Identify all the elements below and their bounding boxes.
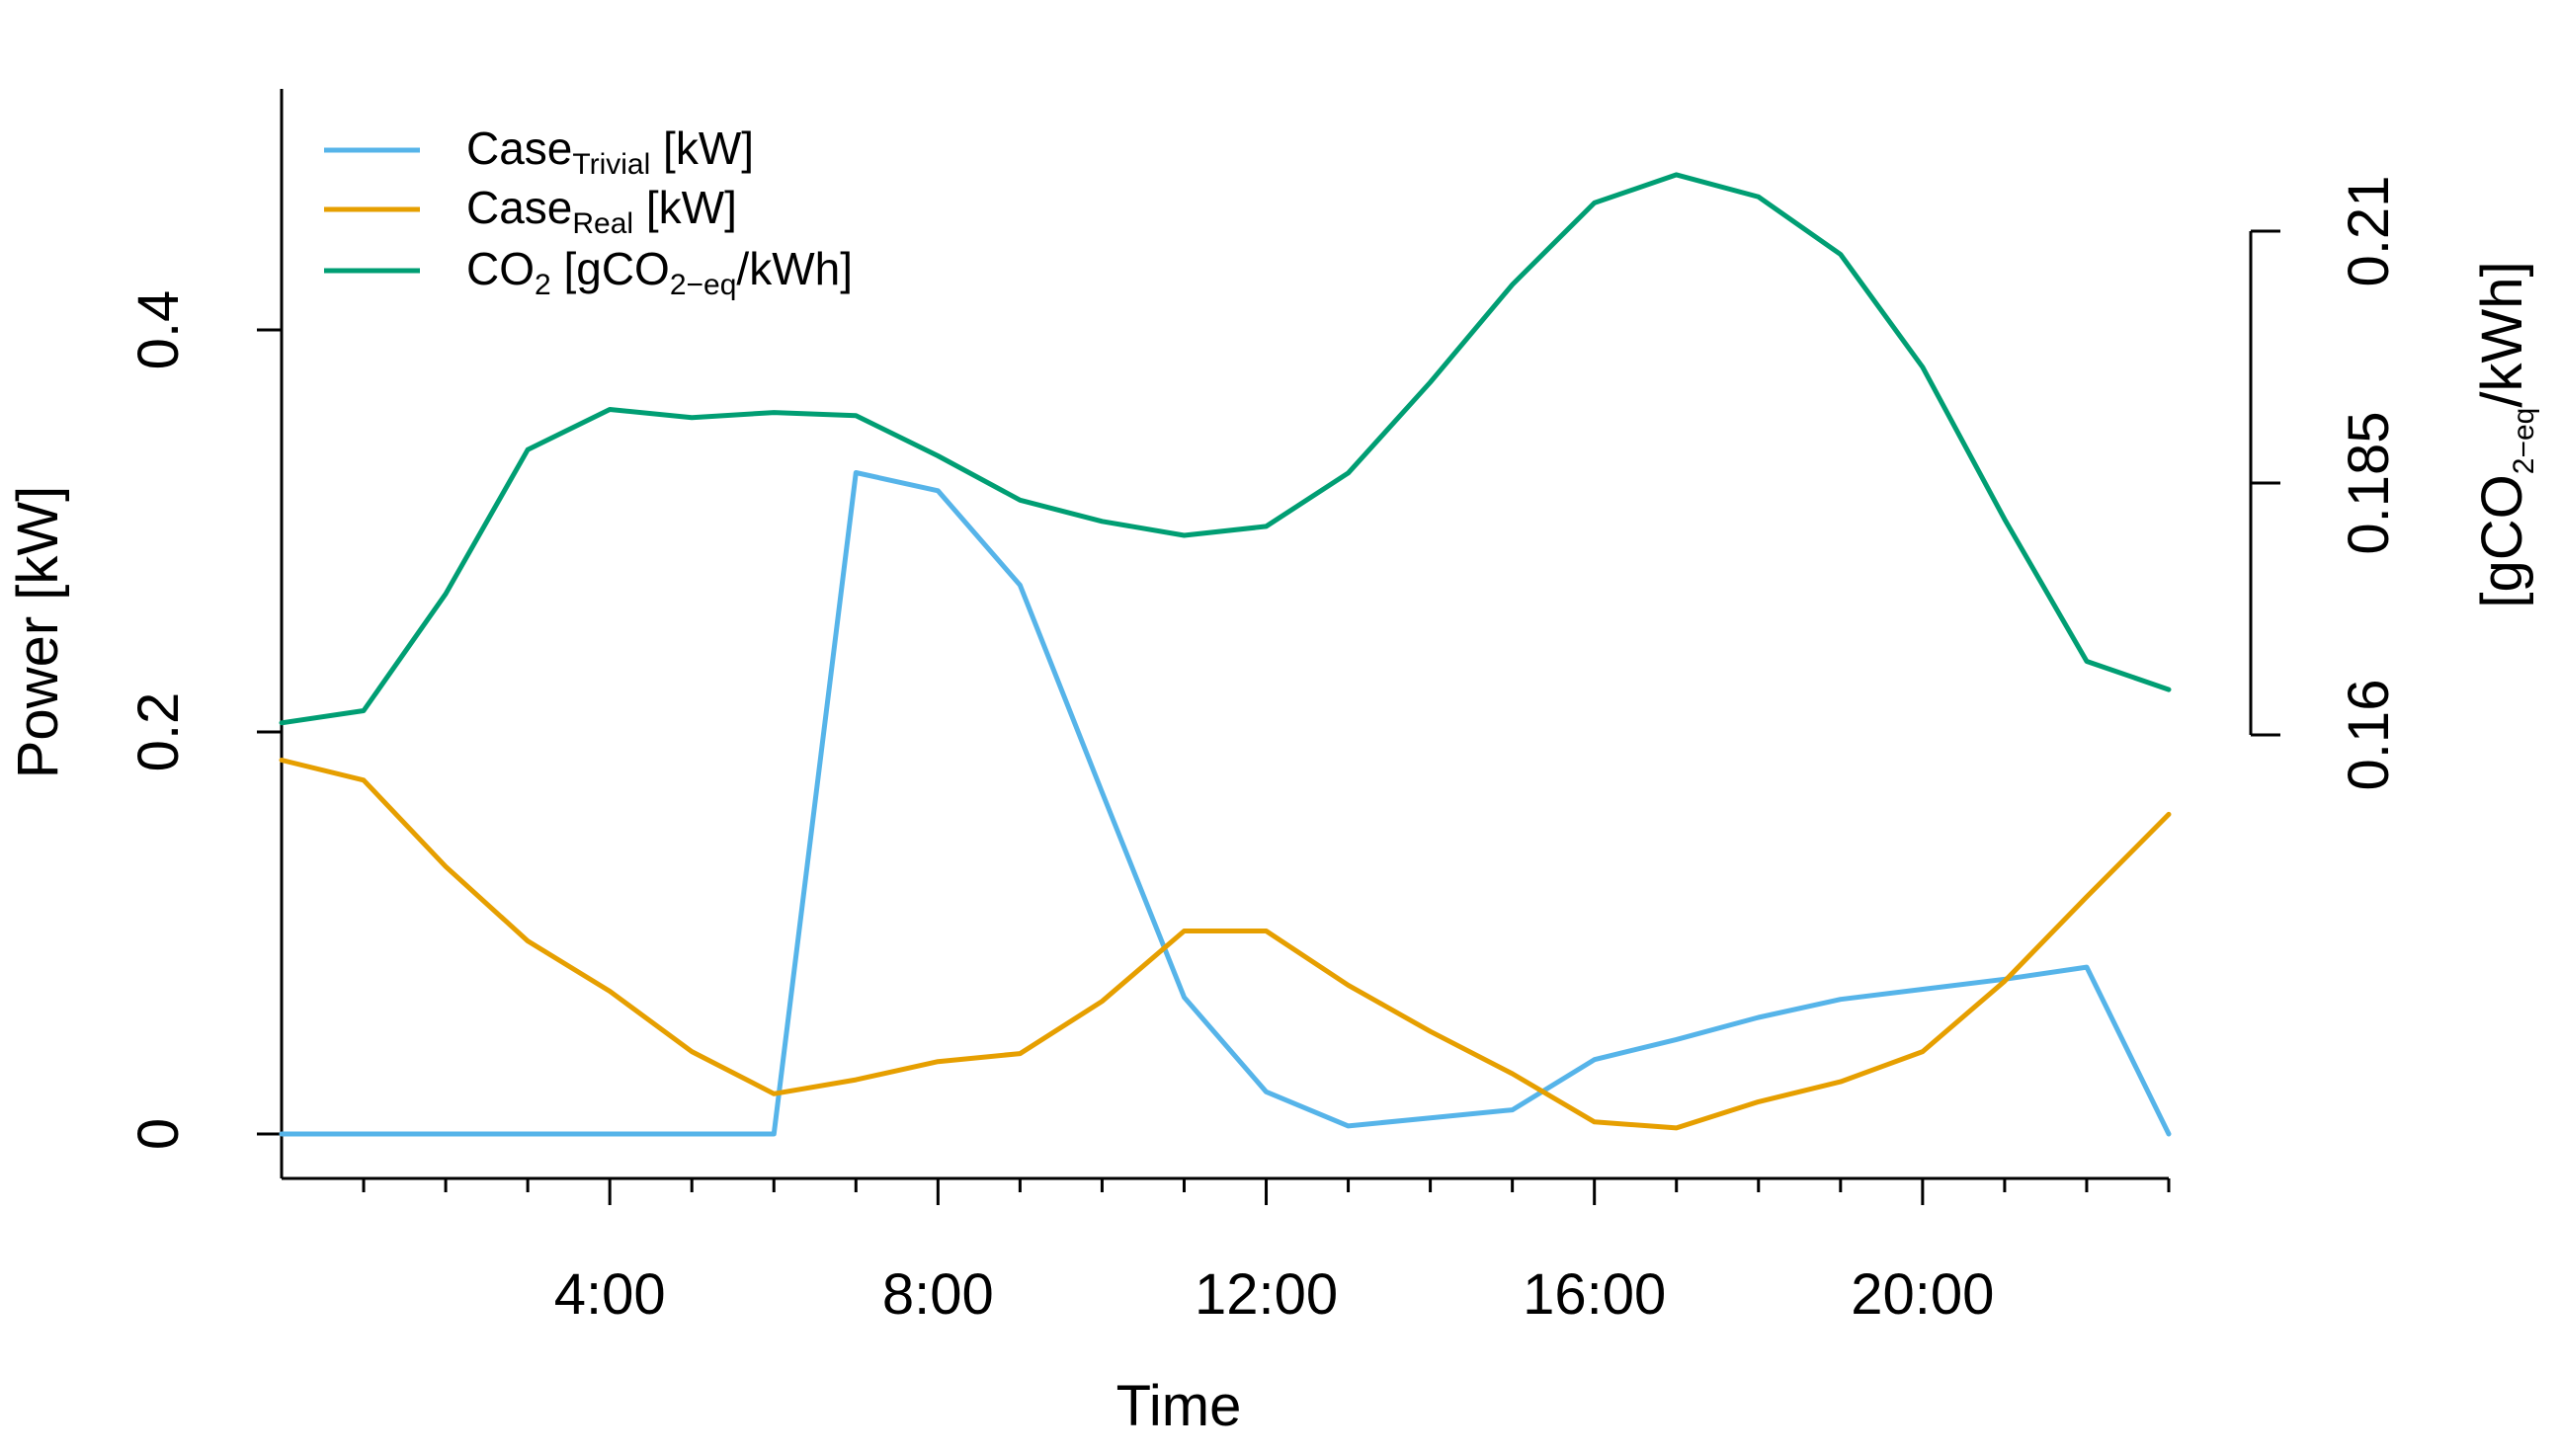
series-line-trivial xyxy=(279,470,2172,1137)
y2-axis-title-sub: 2−eq xyxy=(2508,408,2540,475)
series-layer xyxy=(279,172,2172,1137)
y2-axis-title: [gCO2−eq/kWh] xyxy=(2470,261,2540,607)
x-tick-label: 8:00 xyxy=(882,1262,994,1327)
y-axis-title: Power [kW] xyxy=(6,486,70,779)
legend-label-trivial-main: Case xyxy=(466,122,572,174)
y2-axis-title-main: [gCO xyxy=(2470,474,2534,607)
series-line-co2 xyxy=(279,172,2172,726)
left-axis: 0 0.2 0.4 xyxy=(126,89,284,1178)
legend-label-co2-main: CO xyxy=(466,243,535,294)
legend-label-real: CaseReal [kW] xyxy=(466,182,737,240)
legend-label-co2-tail2: /kWh] xyxy=(736,243,853,294)
x-tick-label: 4:00 xyxy=(554,1262,666,1327)
legend-label-real-tail: [kW] xyxy=(633,182,737,233)
y2-tick-label: 0.16 xyxy=(2337,680,2401,791)
legend-label-real-sub: Real xyxy=(572,207,633,240)
legend-label-real-main: Case xyxy=(466,182,572,233)
legend-label-co2-sub2: 2−eq xyxy=(670,269,737,301)
y2-tick-label: 0.185 xyxy=(2337,411,2401,554)
legend-label-trivial: CaseTrivial [kW] xyxy=(466,122,754,181)
bottom-axis-ticks: 4:00 8:00 12:00 16:00 20:00 xyxy=(362,1178,2171,1327)
y2-tick-label: 0.21 xyxy=(2337,176,2401,287)
x-tick-label: 20:00 xyxy=(1851,1262,1994,1327)
y-tick-label: 0 xyxy=(126,1118,191,1150)
bottom-axis: 4:00 8:00 12:00 16:00 20:00 xyxy=(282,1176,2171,1327)
series-line-real xyxy=(279,758,2172,1131)
legend-label-trivial-sub: Trivial xyxy=(572,148,650,181)
y2-axis-title-tail: /kWh] xyxy=(2470,261,2534,407)
legend-label-trivial-tail: [kW] xyxy=(650,122,754,174)
y-tick-label: 0.2 xyxy=(126,692,191,772)
left-axis-ticks: 0 0.2 0.4 xyxy=(126,290,282,1150)
x-tick-label: 16:00 xyxy=(1523,1262,1666,1327)
x-tick-label: 12:00 xyxy=(1195,1262,1338,1327)
right-axis-ticks: 0.16 0.185 0.21 xyxy=(2251,176,2401,791)
legend-label-co2-sub: 2 xyxy=(535,269,551,301)
legend-label-co2-tail: [gCO xyxy=(551,243,670,294)
right-axis: 0.16 0.185 0.21 xyxy=(2249,176,2401,791)
y-tick-label: 0.4 xyxy=(126,290,191,370)
legend-label-co2: CO2 [gCO2−eq/kWh] xyxy=(466,243,853,301)
x-axis-title: Time xyxy=(1116,1374,1242,1438)
legend: CaseTrivial [kW] CaseReal [kW] CO2 [gCO2… xyxy=(324,122,853,301)
